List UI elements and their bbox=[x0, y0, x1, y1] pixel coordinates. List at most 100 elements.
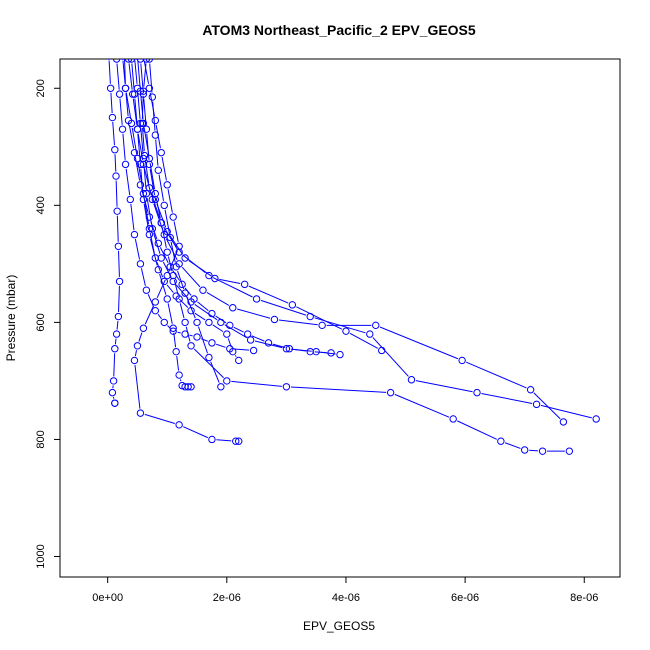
data-point bbox=[118, 125, 127, 133]
data-point bbox=[157, 148, 165, 157]
series-segment bbox=[379, 326, 459, 360]
series-segment bbox=[124, 59, 126, 84]
y-tick-label: 600 bbox=[35, 313, 47, 331]
series-segment bbox=[173, 221, 179, 242]
data-point bbox=[136, 59, 145, 63]
plot-border bbox=[59, 58, 621, 578]
series-segment bbox=[394, 393, 450, 418]
data-point bbox=[145, 154, 154, 163]
series-segment bbox=[149, 238, 158, 266]
data-point bbox=[592, 415, 600, 423]
data-point bbox=[264, 339, 273, 347]
series-segment bbox=[320, 351, 336, 355]
data-point bbox=[175, 295, 183, 303]
series-profile-5 bbox=[136, 59, 386, 355]
data-point bbox=[163, 227, 171, 236]
series-segment bbox=[131, 63, 135, 90]
data-point bbox=[145, 184, 154, 192]
series-segment bbox=[149, 63, 153, 93]
data-point bbox=[532, 400, 541, 409]
data-point bbox=[160, 201, 168, 210]
series-segment bbox=[128, 124, 135, 149]
series-segment bbox=[114, 154, 117, 172]
series-segment bbox=[119, 98, 123, 125]
data-point bbox=[114, 242, 123, 250]
series-segment bbox=[201, 338, 208, 342]
data-point bbox=[175, 242, 183, 250]
data-point bbox=[184, 383, 192, 391]
data-point bbox=[115, 277, 124, 286]
data-point bbox=[111, 345, 119, 353]
data-point bbox=[145, 84, 154, 92]
data-point bbox=[288, 301, 297, 309]
series-segment bbox=[125, 92, 132, 120]
series-segment bbox=[210, 361, 220, 383]
data-point bbox=[151, 306, 160, 315]
series-segment bbox=[137, 133, 141, 160]
data-point bbox=[235, 356, 243, 365]
data-point bbox=[473, 388, 481, 397]
series-profile-11 bbox=[145, 59, 225, 391]
data-point bbox=[151, 116, 160, 125]
data-point bbox=[526, 386, 535, 394]
data-point bbox=[226, 345, 234, 353]
data-point bbox=[246, 336, 255, 344]
y-axis: 200 400 600 800 1000 bbox=[35, 79, 60, 569]
data-point bbox=[160, 277, 168, 286]
data-point bbox=[142, 125, 151, 133]
data-point bbox=[126, 195, 134, 204]
series-segment bbox=[161, 156, 167, 181]
data-point bbox=[163, 248, 171, 256]
data-point bbox=[208, 339, 216, 347]
data-point bbox=[199, 286, 207, 294]
series-segment bbox=[193, 348, 224, 379]
data-point bbox=[193, 333, 201, 341]
series-segment bbox=[149, 162, 156, 190]
series-segment bbox=[248, 285, 289, 304]
data-point bbox=[169, 324, 177, 332]
series-segment bbox=[163, 226, 178, 249]
data-point bbox=[187, 383, 195, 391]
data-point bbox=[136, 181, 145, 189]
data-point bbox=[497, 437, 505, 445]
data-point bbox=[223, 377, 231, 385]
data-point bbox=[124, 59, 133, 63]
series-segment bbox=[236, 308, 271, 319]
series-profile-9 bbox=[135, 59, 574, 455]
data-point bbox=[172, 263, 180, 271]
series-segment bbox=[158, 174, 164, 201]
data-point bbox=[169, 277, 177, 286]
series-segment bbox=[159, 247, 169, 264]
series-segment bbox=[144, 413, 175, 424]
data-point bbox=[112, 172, 120, 180]
series-segment bbox=[272, 343, 286, 348]
data-point bbox=[205, 318, 213, 327]
series-segment bbox=[140, 63, 144, 90]
data-point bbox=[252, 295, 261, 303]
data-point bbox=[139, 189, 148, 198]
series-segment bbox=[167, 256, 173, 272]
series-segment bbox=[134, 350, 138, 357]
series-segment bbox=[134, 364, 141, 409]
series-segment bbox=[168, 250, 178, 272]
data-point bbox=[187, 342, 195, 350]
series-segment bbox=[504, 442, 521, 449]
y-tick-label: 200 bbox=[35, 79, 47, 97]
series-segment bbox=[481, 393, 533, 404]
data-point bbox=[151, 131, 160, 139]
series-segment bbox=[112, 121, 115, 146]
data-point bbox=[111, 146, 119, 154]
data-point bbox=[139, 87, 148, 95]
series-segment bbox=[155, 197, 161, 219]
series-segment bbox=[143, 98, 147, 125]
data-point bbox=[120, 59, 125, 60]
data-point bbox=[135, 59, 140, 60]
data-point bbox=[175, 248, 183, 256]
data-point bbox=[217, 383, 225, 391]
data-point bbox=[114, 312, 123, 321]
series-segment bbox=[143, 60, 150, 84]
data-point bbox=[112, 59, 121, 63]
series-segment bbox=[137, 92, 141, 119]
data-point bbox=[169, 327, 177, 335]
